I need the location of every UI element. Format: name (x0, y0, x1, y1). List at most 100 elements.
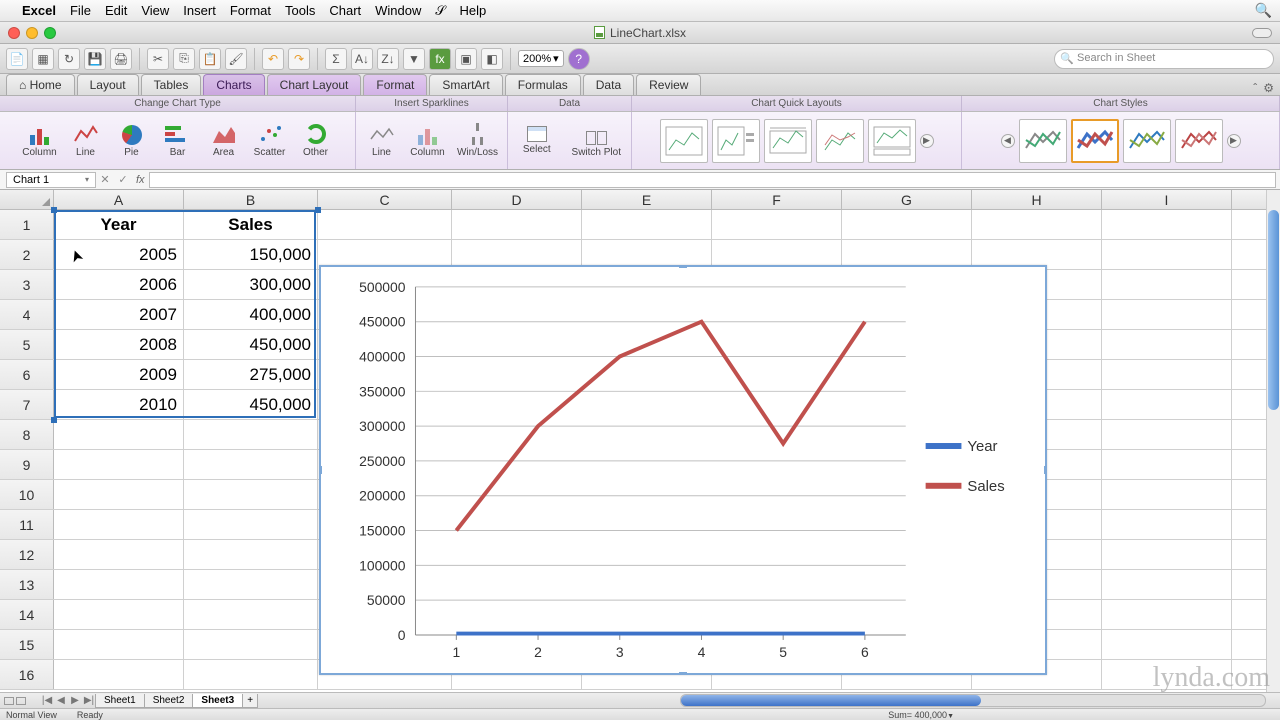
fx-icon[interactable]: fx (136, 174, 145, 186)
chart-style-3[interactable] (1123, 119, 1171, 163)
cell[interactable] (1102, 570, 1232, 599)
cell[interactable] (54, 660, 184, 689)
sheet-tab-1[interactable]: Sheet1 (95, 694, 145, 708)
data-switch-plot[interactable]: Switch Plot (566, 115, 627, 167)
chart-type-pie[interactable]: Pie (111, 115, 153, 167)
cell[interactable] (184, 630, 318, 659)
media-icon[interactable]: ◧ (481, 48, 503, 70)
cell[interactable]: 300,000 (184, 270, 318, 299)
sort-asc-icon[interactable]: A↓ (351, 48, 373, 70)
chart-style-4[interactable] (1175, 119, 1223, 163)
tab-tables[interactable]: Tables (141, 74, 202, 95)
col-header-B[interactable]: B (184, 190, 318, 209)
cell[interactable] (842, 210, 972, 239)
fb-cancel-icon[interactable]: ✕ (96, 172, 114, 188)
sheet-nav-first-icon[interactable]: |◀ (40, 695, 54, 706)
chart-style-1[interactable] (1019, 119, 1067, 163)
col-header-G[interactable]: G (842, 190, 972, 209)
row-header[interactable]: 9 (0, 450, 54, 479)
add-sheet-icon[interactable]: + (242, 694, 258, 708)
cell[interactable] (184, 570, 318, 599)
cell[interactable] (1102, 420, 1232, 449)
zoom-selector[interactable]: 200%▾ (518, 50, 564, 67)
row-header[interactable]: 3 (0, 270, 54, 299)
sheet-tab-3[interactable]: Sheet3 (192, 694, 243, 708)
cell[interactable] (54, 450, 184, 479)
col-header-E[interactable]: E (582, 190, 712, 209)
toolbox-icon[interactable]: ▣ (455, 48, 477, 70)
cell[interactable] (1102, 360, 1232, 389)
cell[interactable] (1102, 240, 1232, 269)
cell[interactable] (1102, 270, 1232, 299)
close-icon[interactable] (8, 27, 20, 39)
autosum-icon[interactable]: Σ (325, 48, 347, 70)
chart-type-area[interactable]: Area (203, 115, 245, 167)
cell[interactable]: 2005 (54, 240, 184, 269)
cell[interactable] (452, 210, 582, 239)
tab-formulas[interactable]: Formulas (505, 74, 581, 95)
tab-format[interactable]: Format (363, 74, 427, 95)
row-header[interactable]: 11 (0, 510, 54, 539)
quick-layout-2[interactable] (712, 119, 760, 163)
sparkline-column[interactable]: Column (407, 115, 449, 167)
fb-enter-icon[interactable]: ✓ (114, 172, 132, 188)
tab-chart-layout[interactable]: Chart Layout (267, 74, 362, 95)
cell[interactable] (54, 600, 184, 629)
minimize-icon[interactable] (26, 27, 38, 39)
cell[interactable] (712, 210, 842, 239)
cell[interactable]: 450,000 (184, 330, 318, 359)
cell[interactable]: 2010 (54, 390, 184, 419)
cell[interactable] (1102, 330, 1232, 359)
cell[interactable] (54, 540, 184, 569)
open-icon[interactable]: ▦ (32, 48, 54, 70)
quick-layout-1[interactable] (660, 119, 708, 163)
cell[interactable]: 450,000 (184, 390, 318, 419)
redo-icon[interactable]: ↷ (288, 48, 310, 70)
menu-insert[interactable]: Insert (183, 3, 216, 18)
row-header[interactable]: 2 (0, 240, 54, 269)
cell[interactable] (1102, 390, 1232, 419)
tab-review[interactable]: Review (636, 74, 701, 95)
chart-type-bar[interactable]: Bar (157, 115, 199, 167)
cell[interactable] (54, 420, 184, 449)
chart-type-column[interactable]: Column (19, 115, 61, 167)
cut-icon[interactable]: ✂ (147, 48, 169, 70)
cell[interactable] (972, 210, 1102, 239)
ribbon-collapse-icon[interactable]: ˆ (1253, 81, 1257, 95)
horizontal-scrollbar[interactable] (680, 694, 1266, 707)
cell[interactable]: Sales (184, 210, 318, 239)
menu-help[interactable]: Help (459, 3, 486, 18)
sparkline-line[interactable]: Line (361, 115, 403, 167)
sheet-nav-prev-icon[interactable]: ◀ (54, 695, 68, 706)
select-all-corner[interactable] (0, 190, 54, 209)
name-box[interactable]: Chart 1▾ (6, 172, 96, 188)
cell[interactable] (184, 420, 318, 449)
data-select[interactable]: Select (512, 115, 562, 167)
new-icon[interactable]: 📄 (6, 48, 28, 70)
quick-layout-next-icon[interactable]: ▶ (920, 134, 934, 148)
row-header[interactable]: 15 (0, 630, 54, 659)
template-icon[interactable]: ↻ (58, 48, 80, 70)
row-header[interactable]: 5 (0, 330, 54, 359)
chart-type-scatter[interactable]: Scatter (249, 115, 291, 167)
cell[interactable] (1102, 300, 1232, 329)
spotlight-icon[interactable]: 🔍 (1255, 2, 1272, 19)
cell[interactable] (1102, 540, 1232, 569)
gallery-icon[interactable]: fx (429, 48, 451, 70)
cell[interactable] (1102, 450, 1232, 479)
row-header[interactable]: 1 (0, 210, 54, 239)
save-icon[interactable]: 💾 (84, 48, 106, 70)
cell[interactable] (1102, 210, 1232, 239)
cell[interactable] (184, 480, 318, 509)
cell[interactable] (54, 480, 184, 509)
quick-layout-4[interactable] (816, 119, 864, 163)
view-layout-icon[interactable] (16, 697, 26, 705)
view-normal-icon[interactable] (4, 697, 14, 705)
row-header[interactable]: 7 (0, 390, 54, 419)
paste-icon[interactable]: 📋 (199, 48, 221, 70)
cell[interactable] (1102, 510, 1232, 539)
cell[interactable]: 150,000 (184, 240, 318, 269)
toolbar-toggle[interactable] (1252, 28, 1272, 38)
copy-icon[interactable]: ⎘ (173, 48, 195, 70)
format-painter-icon[interactable]: 🖌 (225, 48, 247, 70)
